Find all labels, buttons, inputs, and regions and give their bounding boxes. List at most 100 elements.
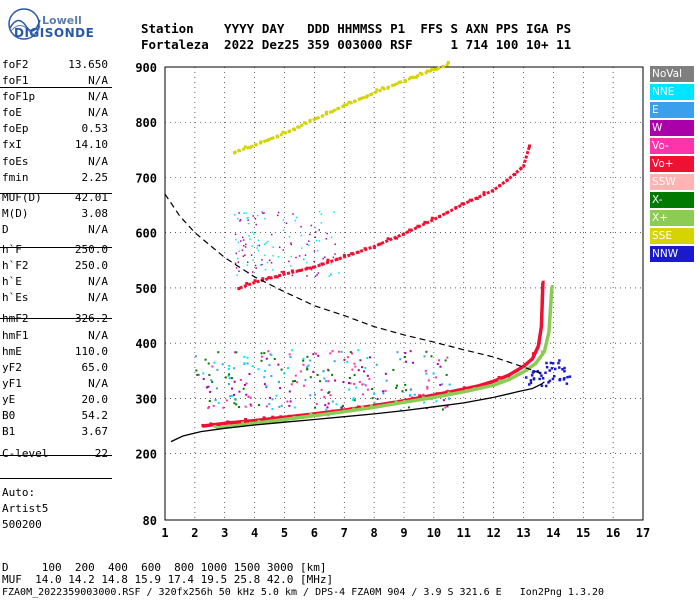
echo-point [244,246,247,248]
echo-point [233,213,236,216]
trace-point [276,135,280,139]
parameter-row: hmF1 N/A [0,328,112,344]
echo-point [405,389,408,392]
echo-point [341,404,344,407]
trace-point [359,96,363,100]
echo-point [241,236,244,239]
parameter-name: B1 [2,425,16,439]
echo-point [328,275,330,277]
echo-point [299,370,302,373]
trace-point [312,265,316,269]
parameter-row: yF2 65.0 [0,360,112,376]
echo-point [352,397,355,400]
echo-point [278,405,281,408]
echo-point [289,355,292,358]
trace-point [513,173,517,177]
trace-point [261,277,265,281]
echo-point [224,376,227,379]
trace-point [334,410,338,414]
echo-point [320,388,323,391]
trace-point [292,128,296,132]
trace-point [363,247,367,251]
trace-point [456,391,460,395]
trace-point [531,352,535,356]
trace-point [303,121,307,125]
trace-point [270,136,274,140]
trace-point [300,416,304,420]
echo-point [407,406,410,409]
trace-point [430,397,434,401]
header-values: Fortaleza 2022 Dez25 359 003000 RSF 1 714 100 10+… [141,37,571,52]
echo-point [334,243,337,245]
echo-point [243,355,246,358]
echo-point [316,374,319,377]
echo-point [399,358,402,361]
echo-point [357,349,360,352]
trace-point [331,409,335,413]
trace-point [557,361,560,365]
echo-point [235,238,237,241]
trace-point [343,103,347,107]
echo-point [317,354,320,357]
echo-point [348,382,351,385]
trace-point [244,417,248,421]
echo-point [314,275,317,277]
echo-point [213,361,216,364]
echo-point [242,239,245,241]
echo-point [373,392,376,395]
echo-point [238,390,241,393]
echo-point [263,243,266,246]
echo-point [210,379,213,382]
echo-point [260,359,263,362]
echo-point [257,249,260,252]
header-column-label: YYYY [224,21,255,36]
parameter-value: N/A [88,154,108,168]
echo-point [349,351,352,354]
echo-point [239,220,241,222]
legend-item: NNW [650,246,694,262]
trace-point [427,394,431,398]
trace-point [404,79,408,83]
echo-point [268,403,271,406]
echo-point [249,238,251,240]
echo-point [270,375,273,378]
echo-point [295,216,298,219]
echo-point [255,223,257,226]
parameter-value: N/A [88,328,108,342]
echo-point [384,389,387,392]
trace-point [529,379,533,382]
echo-point [225,399,228,402]
trace-line [239,145,531,290]
parameter-row: h`E N/A [0,274,112,290]
trace-point [540,374,543,377]
echo-point [409,388,412,391]
trace-point [394,236,398,240]
echo-point [239,378,242,381]
trace-point [281,130,285,134]
echo-point [270,233,273,236]
parameter-separator [0,247,112,248]
echo-point [245,382,248,385]
echo-point [323,377,326,380]
echo-point [409,394,412,397]
trace-point [441,65,445,69]
echo-point [261,355,264,358]
parameter-value: 54.2 [81,408,109,422]
trace-point [561,367,564,371]
echo-point [250,404,253,407]
header-column-value: 1 [450,37,459,52]
autoscale-method: Artist5 [2,502,49,515]
echo-point [396,351,399,354]
trace-point [563,376,566,380]
echo-point [294,219,297,222]
echo-point [318,229,321,231]
trace-point [425,69,429,73]
trace-point [317,413,321,417]
echo-point [324,404,327,407]
echo-point [412,361,415,364]
echo-point [438,359,441,362]
echo-point [205,386,208,389]
echo-point [376,397,379,400]
parameter-value: 2.25 [81,170,109,184]
echo-point [330,263,332,265]
